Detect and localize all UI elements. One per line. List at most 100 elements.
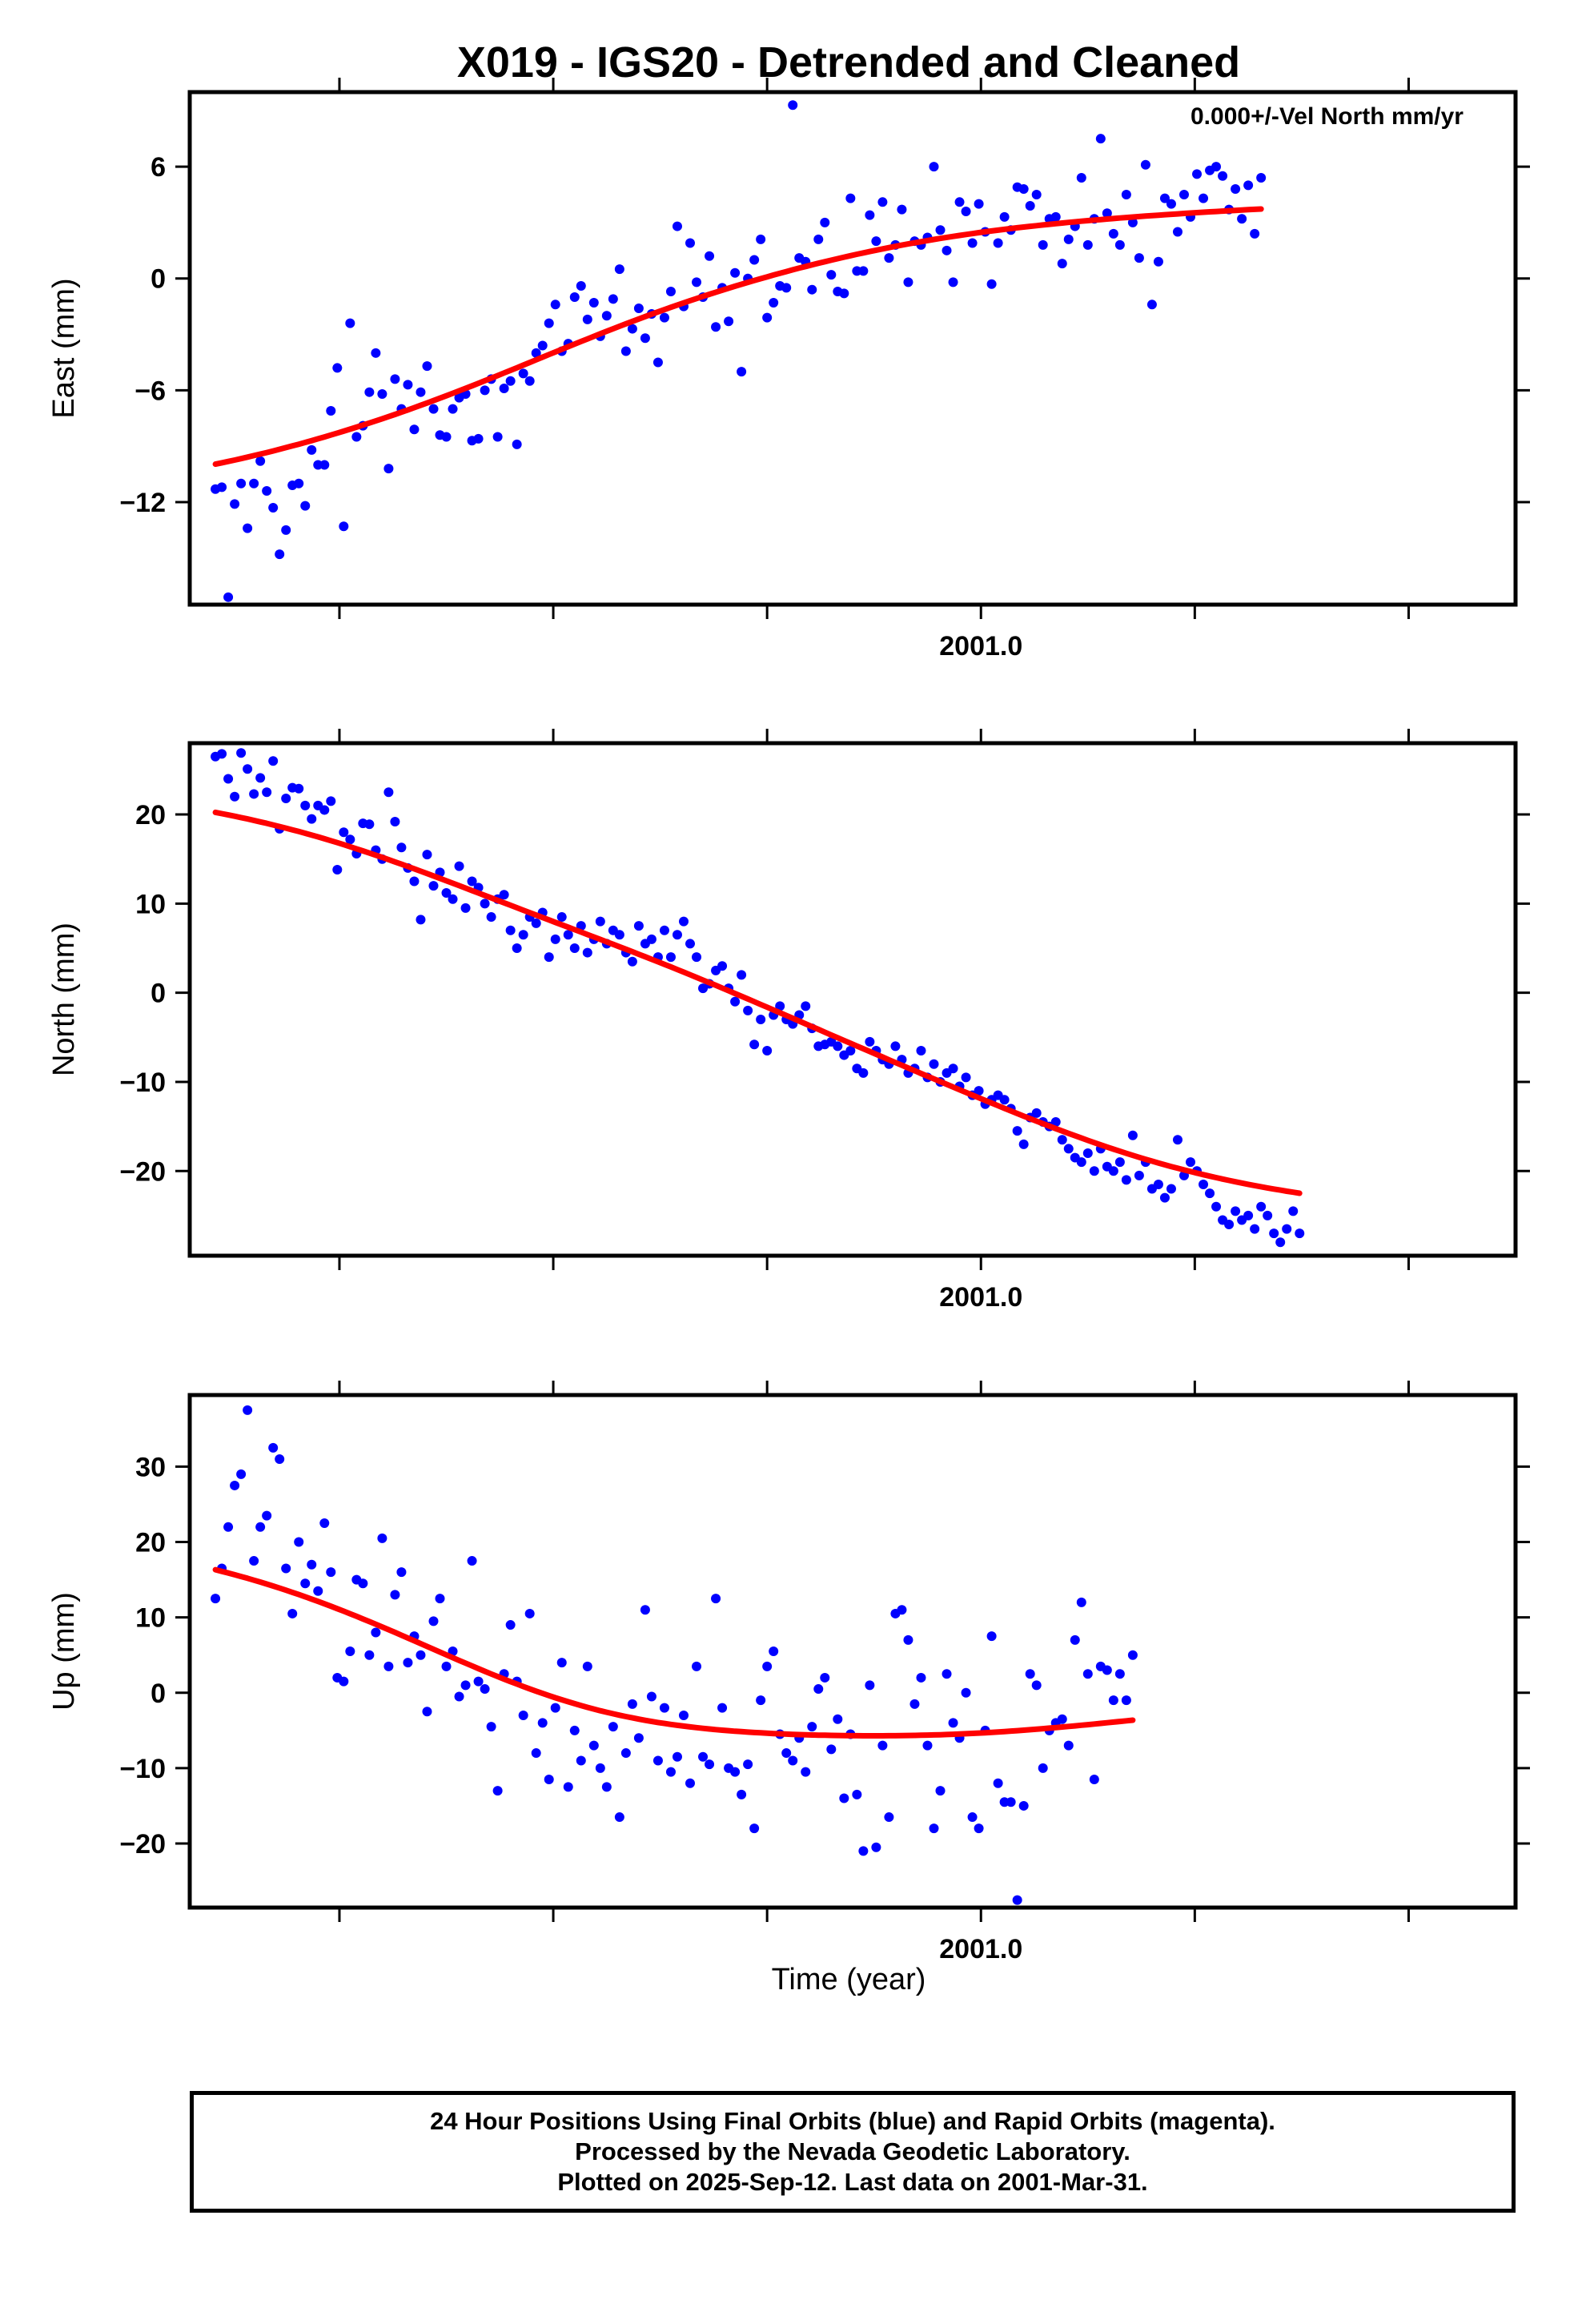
data-point <box>820 217 830 227</box>
y-tick-label: 30 <box>135 1452 166 1482</box>
data-point <box>993 238 1003 248</box>
data-point <box>1127 1650 1138 1660</box>
data-point <box>627 324 637 334</box>
data-point <box>518 368 528 379</box>
data-point <box>897 1605 907 1615</box>
data-point <box>1134 253 1144 263</box>
data-point <box>550 300 560 310</box>
data-point <box>1199 193 1209 203</box>
data-point <box>756 1015 766 1025</box>
data-point <box>441 432 452 442</box>
data-point <box>1186 1157 1196 1168</box>
data-point <box>531 1748 541 1759</box>
y-tick-label: −10 <box>119 1068 166 1098</box>
data-point <box>1070 1634 1080 1645</box>
data-point <box>807 284 817 295</box>
data-point <box>884 1812 894 1823</box>
data-point <box>935 225 946 235</box>
data-point <box>942 245 952 255</box>
data-point <box>249 789 259 799</box>
data-point <box>467 876 477 887</box>
y-tick-label: 0 <box>151 1679 166 1709</box>
data-layer <box>211 748 1305 1248</box>
y-tick-label: −20 <box>119 1156 166 1187</box>
data-point <box>665 952 676 963</box>
data-point <box>1057 259 1067 269</box>
data-point <box>403 1658 413 1668</box>
data-point <box>659 925 669 935</box>
data-point <box>1025 1669 1035 1679</box>
data-point <box>300 501 311 511</box>
data-point <box>1038 239 1048 250</box>
data-point <box>294 1537 304 1547</box>
data-point <box>243 523 253 533</box>
data-point <box>1250 1224 1260 1234</box>
data-point <box>390 374 400 384</box>
data-point <box>627 956 637 967</box>
data-point <box>217 749 227 759</box>
data-point <box>576 1755 586 1766</box>
data-point <box>1237 214 1247 224</box>
data-point <box>492 1786 503 1796</box>
data-point <box>730 1767 741 1777</box>
data-point <box>428 404 439 414</box>
data-point <box>383 464 394 474</box>
data-point <box>781 1748 792 1759</box>
data-point <box>281 525 291 535</box>
data-point <box>852 1789 862 1799</box>
data-point <box>1282 1224 1292 1234</box>
data-point <box>1166 199 1176 209</box>
data-point <box>1153 1179 1163 1189</box>
data-point <box>672 221 682 231</box>
data-point <box>1134 1170 1144 1180</box>
data-point <box>364 387 375 397</box>
plot-frame <box>187 741 1518 1258</box>
data-point <box>1159 1192 1170 1203</box>
data-point <box>1288 1206 1299 1216</box>
data-point <box>499 890 509 900</box>
data-point <box>262 1510 272 1521</box>
data-point <box>531 348 541 358</box>
data-point <box>371 348 381 358</box>
data-point <box>1211 1201 1222 1212</box>
data-point <box>268 502 279 513</box>
data-point <box>441 1661 452 1671</box>
data-point <box>801 1001 811 1011</box>
data-point <box>236 478 247 489</box>
data-point <box>1095 134 1106 144</box>
data-point <box>588 1740 599 1751</box>
data-point <box>1108 1695 1118 1706</box>
y-axis-label: North (mm) <box>47 923 81 1076</box>
data-point <box>319 460 330 470</box>
data-point <box>826 270 837 280</box>
data-point <box>620 346 631 356</box>
data-point <box>544 1775 554 1784</box>
data-point <box>858 1846 869 1856</box>
data-point <box>737 367 747 377</box>
y-tick-label: 0 <box>151 979 166 1009</box>
data-point <box>480 385 490 396</box>
data-point <box>1199 1179 1209 1189</box>
data-point <box>1231 1206 1241 1216</box>
data-point <box>659 1703 669 1713</box>
data-point <box>737 970 747 980</box>
data-point <box>281 1563 291 1574</box>
data-point <box>1082 1148 1093 1158</box>
data-point <box>518 930 528 940</box>
data-point <box>537 340 548 351</box>
data-point <box>262 486 272 497</box>
data-point <box>1275 1237 1286 1248</box>
data-point <box>954 197 965 207</box>
data-point <box>416 915 426 925</box>
data-point <box>1050 211 1061 222</box>
data-point <box>775 1001 785 1011</box>
data-point <box>678 1711 689 1720</box>
data-point <box>505 925 516 935</box>
y-tick-label: −6 <box>135 376 166 406</box>
data-point <box>614 1812 624 1823</box>
data-point <box>711 322 721 332</box>
y-tick-label: 6 <box>151 152 166 183</box>
data-point <box>403 380 413 390</box>
data-point <box>294 783 304 794</box>
